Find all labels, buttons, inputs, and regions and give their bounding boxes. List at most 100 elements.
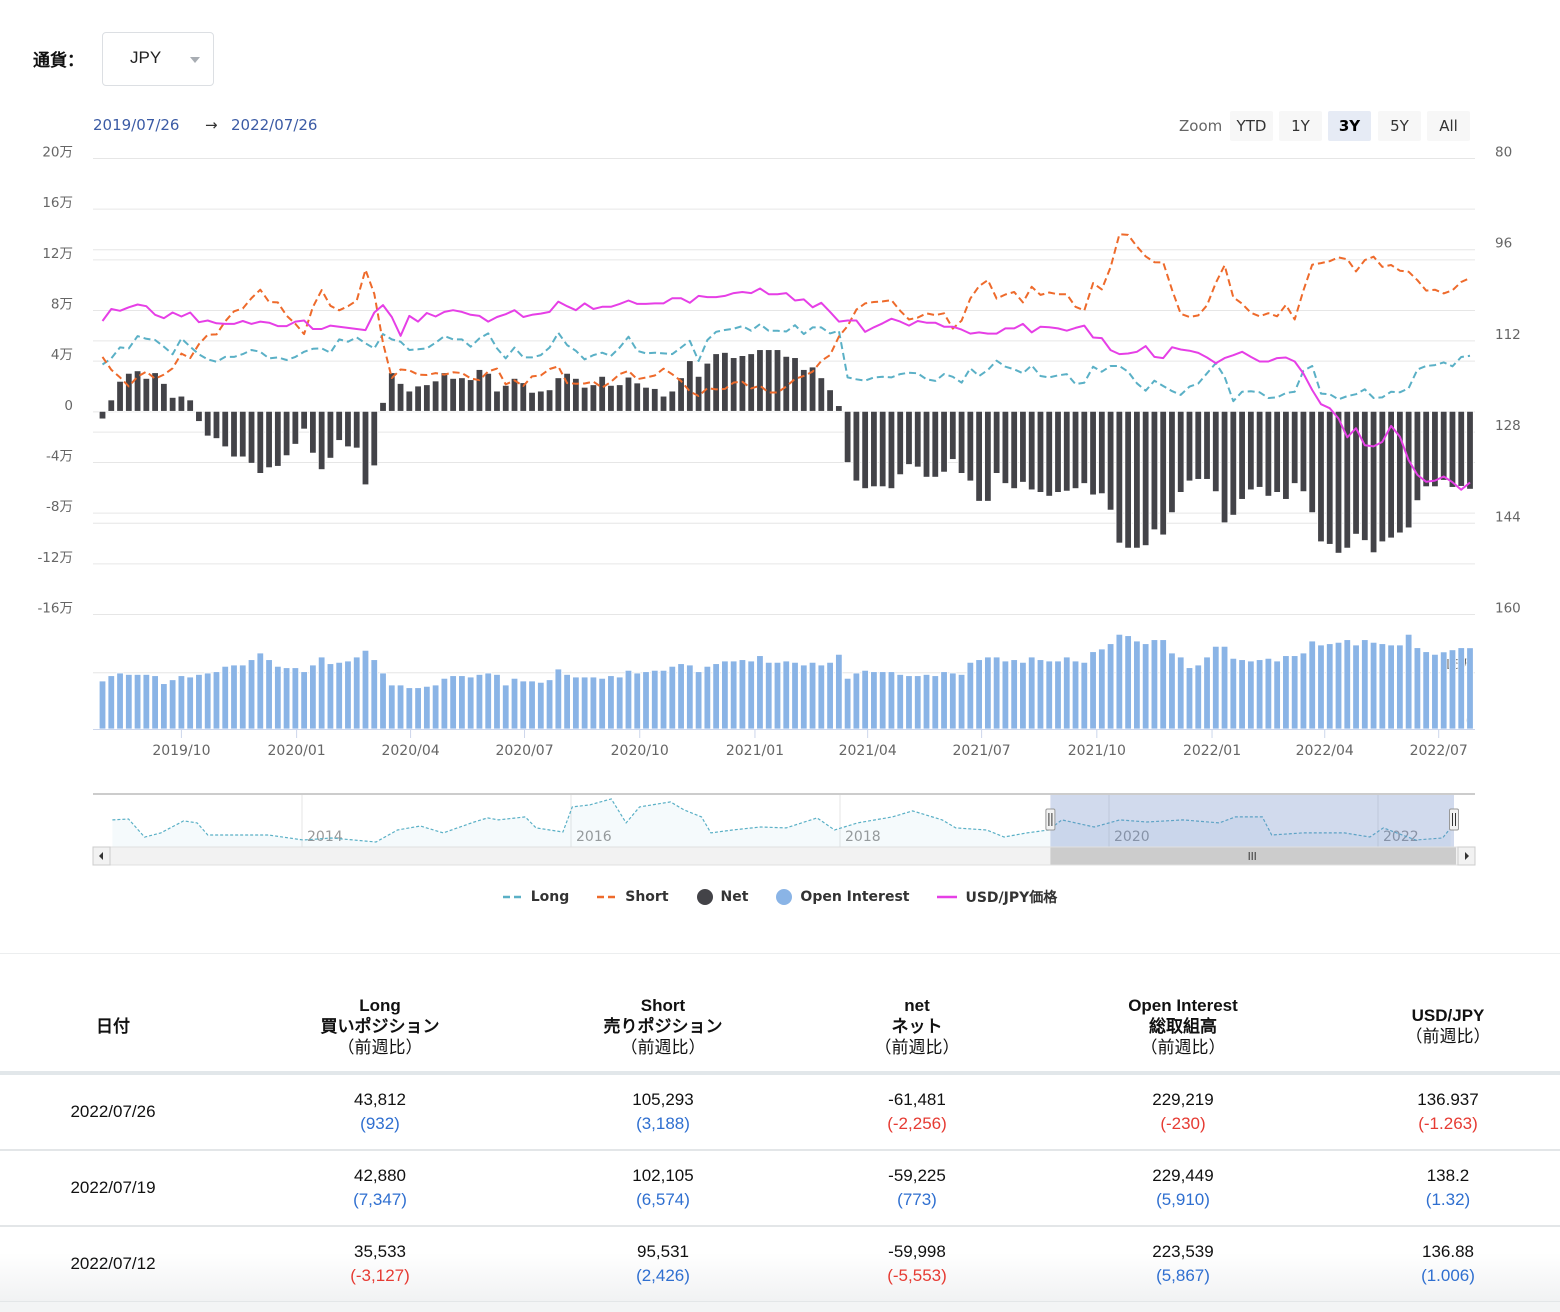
navigator-year-label: 2014 (307, 829, 343, 845)
cell-value: 138.2 (1426, 1166, 1470, 1185)
cot-chart: 20万 16万 12万 8万 4万 0 -4万 -8万 -12万 -16万 80 96 112 128 14… (37, 145, 1521, 866)
open-interest-bar (98, 680, 107, 730)
net-bar (1448, 410, 1457, 488)
y-left-tick-label: -8万 (46, 499, 73, 515)
net-bar (765, 349, 773, 412)
open-interest-bar (353, 656, 361, 730)
open-interest-bar (1413, 647, 1422, 730)
zoom-button-all[interactable]: All (1427, 111, 1470, 141)
net-bar (1396, 410, 1404, 534)
net-bar (1378, 410, 1387, 543)
navigator-selected-range[interactable] (1050, 795, 1455, 847)
zoom-button-5y[interactable]: 5Y (1378, 111, 1421, 141)
navigator-handle-right[interactable] (1449, 808, 1460, 831)
legend-item-short[interactable]: Short (597, 889, 669, 905)
net-bar (1457, 410, 1465, 487)
open-interest-bar (791, 661, 799, 730)
cell-change: (2,426) (636, 1266, 690, 1285)
net-cell: -59,998 (-5,553) (787, 1227, 1047, 1301)
net-bar (335, 410, 343, 441)
column-title: Long (359, 995, 401, 1015)
cell-value: 43,812 (354, 1090, 406, 1109)
net-bar (624, 376, 633, 412)
open-interest-bar (1124, 635, 1132, 730)
open-interest-bar (1440, 651, 1448, 730)
cell-value: 136.88 (1422, 1242, 1474, 1261)
column-title: net (904, 995, 930, 1015)
open-interest-bar (1448, 649, 1457, 730)
open-interest-bar (221, 665, 229, 730)
net-bar (1177, 410, 1185, 493)
net-bar (449, 377, 457, 412)
open-interest-bar (1326, 643, 1334, 730)
net-bar (852, 410, 861, 482)
legend-item-usdjpy[interactable]: USD/JPY価格 (937, 887, 1057, 907)
currency-select[interactable]: JPY (102, 32, 214, 86)
cell-value: 223,539 (1152, 1242, 1214, 1261)
cell-value: 229,219 (1152, 1090, 1214, 1109)
open-interest-bar (659, 669, 668, 730)
open-interest-bar (712, 663, 720, 730)
x-tick-label: 2021/01 (726, 743, 784, 759)
legend-item-open-interest[interactable]: Open Interest (776, 889, 909, 905)
net-bar (686, 360, 694, 412)
net-bar (1150, 410, 1159, 531)
open-interest-bar (747, 660, 755, 730)
net-bar (729, 357, 738, 412)
open-interest-bar (1141, 643, 1150, 730)
open-interest-bar (510, 677, 519, 730)
open-interest-bar (361, 649, 370, 730)
net-bar (519, 382, 527, 412)
net-bar (458, 377, 466, 412)
legend: Long Short Net Open Interest USD/JPY価格 (0, 884, 1560, 910)
zoom-button-1y[interactable]: 1Y (1279, 111, 1322, 141)
range-to-input[interactable]: 2022/07/26 (231, 116, 318, 134)
dashed-line-icon (597, 895, 618, 899)
navigator-handle-left[interactable] (1045, 808, 1056, 831)
net-bar (317, 410, 326, 471)
open-interest-bar (694, 671, 703, 730)
column-title: 日付 (96, 1016, 130, 1036)
open-interest-bar (800, 664, 808, 730)
cell-change: (-5,553) (887, 1266, 947, 1285)
net-bar (1326, 410, 1334, 545)
cell-value: 229,449 (1152, 1166, 1214, 1185)
scrollbar-thumb[interactable] (1050, 847, 1457, 865)
handle-body[interactable] (1045, 808, 1056, 831)
zoom-button-ytd[interactable]: YTD (1230, 111, 1273, 141)
cell-value: -61,481 (888, 1090, 946, 1109)
table-header: 日付 Long 買いポジション （前週比） Short 売りポジション （前週比… (0, 985, 1560, 1071)
open-interest-bar (1063, 656, 1071, 730)
net-bar (1141, 410, 1150, 547)
open-interest-bar (1159, 639, 1167, 730)
net-bar (975, 410, 983, 502)
handle-body[interactable] (1449, 808, 1460, 831)
legend-item-net[interactable]: Net (696, 889, 748, 905)
open-interest-bar (922, 674, 931, 730)
open-interest-bar (186, 676, 194, 730)
open-interest-bar (773, 661, 782, 730)
open-interest-bar (966, 661, 975, 730)
net-bar (1063, 410, 1071, 492)
range-from-input[interactable]: 2019/07/26 (93, 116, 180, 134)
navigator-year-label: 2016 (576, 829, 612, 845)
net-bar (896, 410, 904, 476)
net-bar (554, 377, 563, 412)
x-tick-label: 2020/01 (268, 743, 326, 759)
net-bar (510, 377, 519, 412)
open-interest-bar (642, 671, 650, 730)
usdjpy-line (101, 287, 1471, 491)
cell-value: 102,105 (632, 1166, 694, 1185)
zoom-button-3y[interactable]: 3Y (1328, 111, 1371, 141)
net-cell: -61,481 (-2,256) (787, 1075, 1047, 1149)
table-row: 2022/07/12 35,533 (-3,127) 95,531 (2,426) -59… (0, 1227, 1560, 1303)
open-interest-bar (870, 671, 878, 730)
net-bar (1168, 410, 1176, 514)
net-bar (712, 353, 720, 412)
legend-item-long[interactable]: Long (502, 889, 569, 905)
line-icon (937, 895, 958, 899)
x-tick-label: 2019/10 (152, 743, 210, 759)
cell-change: (6,574) (636, 1190, 690, 1209)
open-interest-bar (843, 677, 852, 730)
cell-value: -59,998 (888, 1242, 946, 1261)
